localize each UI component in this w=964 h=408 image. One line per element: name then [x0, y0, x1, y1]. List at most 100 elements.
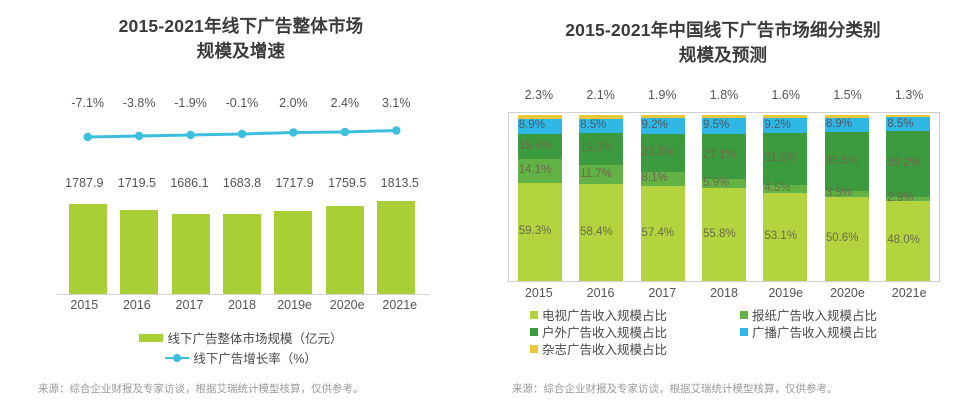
stack-segment-label: 8.5%: [887, 117, 914, 130]
legend-item-newspaper[interactable]: 报纸广告收入规模占比: [740, 306, 930, 323]
stack-segment-magazine: [640, 115, 685, 119]
stack-segment-radio: 9.2%: [763, 117, 808, 133]
bar-slot: [165, 200, 216, 294]
legend-item-radio[interactable]: 广播广告收入规模占比: [740, 323, 930, 340]
legend-item-label: 线下广告增长率（%）: [193, 352, 317, 366]
stack-segment-label: 59.3%: [518, 225, 552, 238]
stack-segment-magazine: [517, 115, 562, 119]
stack-segment-label: 53.1%: [764, 230, 797, 243]
stack-segment-radio: 8.9%: [824, 117, 869, 133]
stack-segment-label: 9.2%: [641, 119, 668, 132]
legend-color-swatch-icon: [530, 344, 538, 353]
x-axis-label: 2018: [228, 298, 256, 312]
right-chart-title-line2: 规模及预测: [678, 45, 768, 66]
market-size-bar: [274, 210, 313, 294]
x-axis-label: 2021e: [382, 298, 418, 312]
stack-segment-outdoor: 39.2%: [886, 131, 931, 197]
stack-segment-label: 39.2%: [887, 157, 920, 170]
left-chart-legend: 线下广告整体市场规模（亿元） 线下广告增长率（%）: [0, 328, 482, 367]
market-size-label: 1719.5: [117, 176, 156, 190]
market-size-bar: [120, 210, 159, 294]
legend-item-tv[interactable]: 电视广告收入规模占比: [530, 306, 740, 323]
stacked-bar: 9.2% 31.6% 4.5% 53.1%: [763, 113, 808, 281]
stack-segment-radio: 8.5%: [886, 117, 931, 132]
stack-segment-label: 15.4%: [518, 139, 552, 152]
stack-segment-label: 8.1%: [641, 172, 668, 185]
growth-rate-label: -7.1%: [71, 96, 105, 110]
stack-segment-outdoor: 31.6%: [763, 132, 808, 186]
stack-segment-outdoor: 35.5%: [824, 132, 869, 192]
left-x-axis-labels: 2015 2016 2017 2018 2019e 2020e 2021e: [58, 298, 426, 312]
stack-segment-label: 8.9%: [825, 118, 853, 131]
x-axis-label: 2017: [648, 286, 677, 300]
legend-color-swatch-icon: [530, 310, 538, 319]
magazine-share-label: 1.9%: [648, 88, 677, 102]
bar-slot: [371, 200, 422, 294]
stack-segment-outdoor: 15.4%: [517, 133, 562, 160]
growth-line-marker: [83, 132, 92, 142]
stacked-bar: 8.5% 39.2% 2.9% 48.0%: [886, 113, 931, 281]
left-chart-title-line1: 2015-2021年线下广告整体市场: [118, 16, 364, 36]
stack-segment-label: 57.4%: [641, 226, 675, 239]
legend-item-label: 线下广告整体市场规模（亿元）: [167, 332, 343, 346]
growth-rate-label: 2.0%: [279, 96, 308, 110]
stack-segment-newspaper: 8.1%: [640, 172, 685, 186]
stacked-bar: 8.9% 15.4% 14.1% 59.3%: [517, 113, 562, 281]
stack-segment-label: 48.0%: [887, 234, 920, 247]
legend-color-swatch-icon: [530, 327, 538, 336]
legend-item-label: 电视广告收入规模占比: [542, 309, 668, 323]
stack-segment-radio: 9.5%: [701, 117, 746, 134]
stacked-bar-slot: 8.9% 35.5% 3.5% 50.6%: [816, 113, 877, 281]
left-chart-panel: 2015-2021年线下广告整体市场 规模及增速 -7.1% -3.8% -1.…: [0, 0, 482, 395]
market-size-label: 1686.1: [170, 176, 209, 190]
market-size-bars: [62, 200, 422, 294]
growth-line-marker: [289, 128, 298, 137]
stack-segment-radio: 8.9%: [517, 118, 562, 134]
stack-segment-magazine: [763, 114, 808, 118]
left-chart-title: 2015-2021年线下广告整体市场 规模及增速: [0, 0, 482, 65]
right-chart-legend: 电视广告收入规模占比 报纸广告收入规模占比 户外广告收入规模占比 广播广告收入规…: [530, 306, 930, 357]
magazine-share-label: 2.1%: [586, 88, 615, 102]
bar-slot: [268, 200, 319, 294]
stack-segment-magazine: [886, 115, 931, 118]
stack-segment-newspaper: 11.7%: [579, 164, 624, 185]
growth-rate-label: -0.1%: [225, 96, 259, 110]
market-size-bar: [325, 206, 364, 294]
stacked-bar-slot: 9.2% 31.6% 4.5% 53.1%: [755, 113, 816, 281]
growth-rate-line: [62, 120, 422, 144]
legend-item-outdoor[interactable]: 户外广告收入规模占比: [530, 323, 740, 340]
stack-segment-newspaper: 5.9%: [701, 176, 746, 189]
stack-segment-newspaper: 3.5%: [824, 188, 869, 199]
legend-item-label: 报纸广告收入规模占比: [752, 309, 878, 323]
x-axis-label: 2020e: [329, 298, 365, 312]
legend-item-label: 广播广告收入规模占比: [752, 326, 878, 340]
x-axis-label: 2021e: [891, 286, 927, 300]
stack-segment-label: 9.5%: [702, 118, 730, 131]
magazine-share-label: 1.5%: [833, 88, 862, 102]
right-plot-frame: [508, 112, 940, 282]
stack-segment-outdoor: 19.3%: [579, 132, 624, 165]
market-size-label: 1683.8: [222, 176, 262, 190]
stack-segment-label: 5.9%: [702, 176, 730, 189]
stack-segment-tv: 50.6%: [824, 197, 869, 281]
right-chart-panel: 2015-2021年中国线下广告市场细分类别 规模及预测: [482, 0, 964, 408]
growth-rate-label-row: -7.1% -3.8% -1.9% -0.1% 2.0% 2.4% 3.1%: [62, 96, 422, 110]
legend-item-growth-rate[interactable]: 线下广告增长率（%）: [165, 348, 317, 367]
stack-segment-label: 50.6%: [825, 232, 859, 245]
stack-segment-radio: 8.5%: [579, 118, 624, 133]
growth-line-marker: [186, 130, 195, 140]
legend-item-market-size[interactable]: 线下广告整体市场规模（亿元）: [139, 328, 343, 347]
stacked-bar-slot: 8.9% 15.4% 14.1% 59.3%: [509, 113, 570, 281]
left-chart-title-line2: 规模及增速: [196, 41, 286, 62]
right-x-axis-labels: 2015 2016 2017 2018 2019e 2020e 2021e: [508, 286, 940, 300]
growth-line-marker: [237, 129, 247, 139]
stacked-bar: 9.2% 23.3% 8.1% 57.4%: [640, 113, 685, 281]
x-axis-label: 2017: [175, 298, 204, 312]
legend-line-swatch-icon: [165, 353, 190, 363]
stack-segment-label: 27.1%: [702, 149, 736, 162]
legend-item-magazine[interactable]: 杂志广告收入规模占比: [530, 340, 740, 357]
stacked-bars: 8.9% 15.4% 14.1% 59.3% 8.5% 19.3% 11.7% 58.4% 9.…: [509, 113, 939, 281]
stack-segment-label: 31.6%: [764, 152, 797, 165]
right-chart-source-note: 来源：综合企业财报及专家访谈，根据艾瑞统计模型核算，仅供参考。: [512, 383, 838, 395]
left-chart-source-note: 来源：综合企业财报及专家访谈，根据艾瑞统计模型核算，仅供参考。: [38, 383, 364, 395]
